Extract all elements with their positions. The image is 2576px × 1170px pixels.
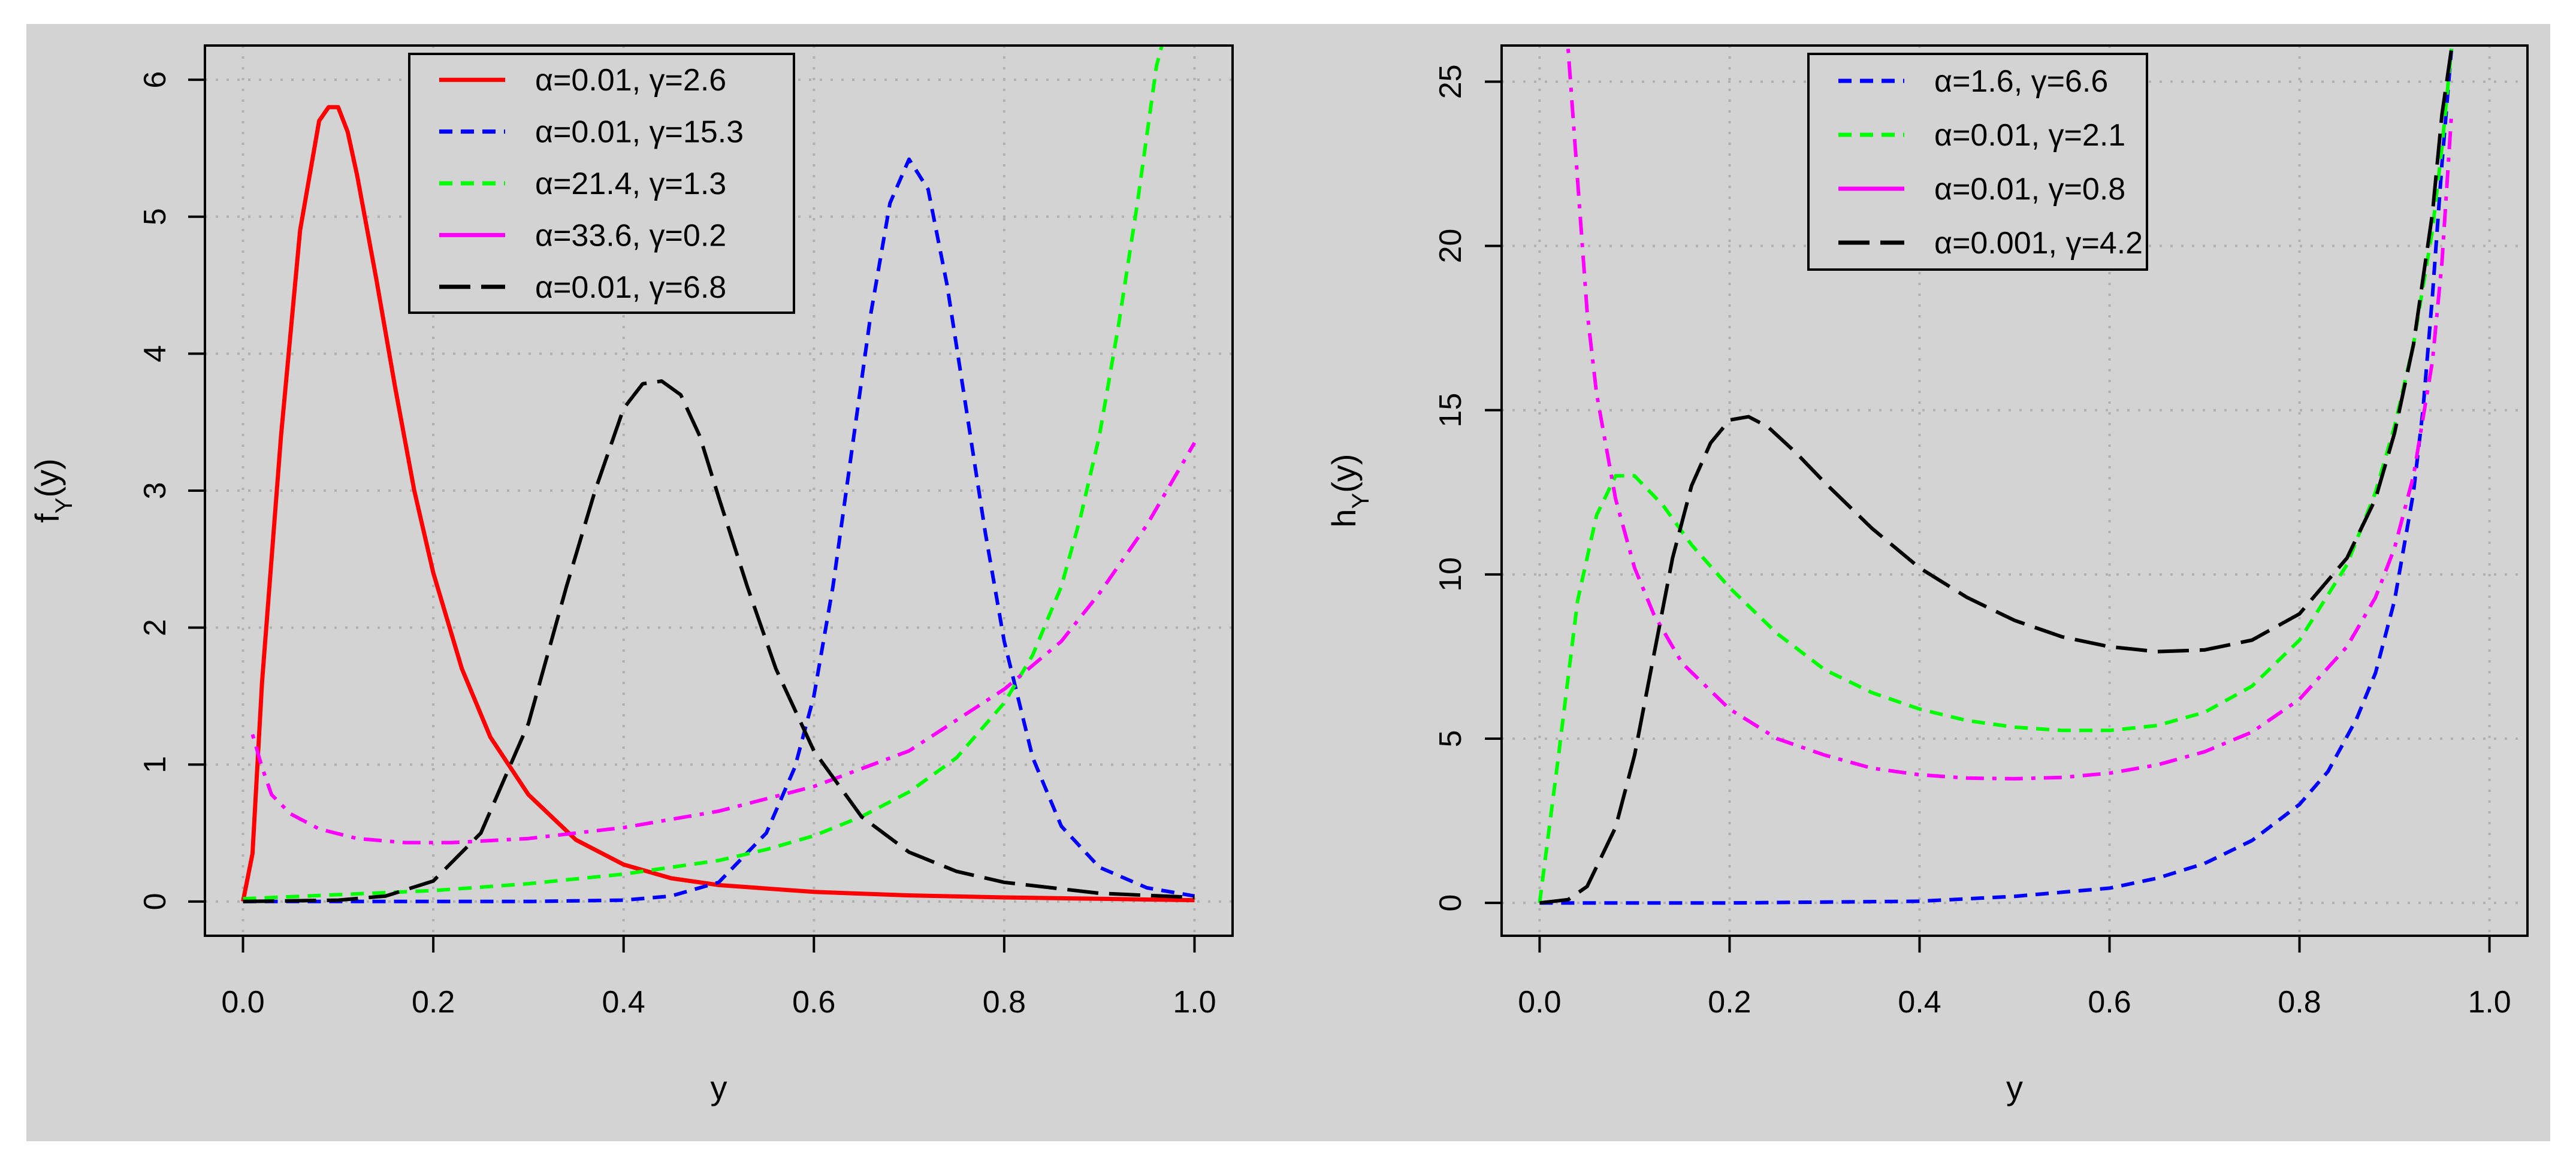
legend-entry-label: α=0.001, γ=4.2 bbox=[1934, 226, 2143, 261]
legend-entry-label: α=33.6, γ=0.2 bbox=[535, 218, 726, 253]
y-tick-label: 20 bbox=[1433, 229, 1468, 264]
series-line bbox=[1566, 49, 2454, 781]
legend-entry-label: α=21.4, γ=1.3 bbox=[535, 167, 726, 201]
figure-background bbox=[26, 24, 2550, 1141]
x-axis-label: y bbox=[2006, 1069, 2023, 1106]
legend-entry-label: α=0.01, γ=0.8 bbox=[1934, 172, 2125, 207]
legend-entry-label: α=0.01, γ=2.6 bbox=[535, 63, 726, 98]
y-axis-label: fY(y) bbox=[28, 458, 77, 523]
y-tick-label: 0 bbox=[1433, 894, 1468, 912]
x-tick-label: 0.0 bbox=[1518, 985, 1561, 1020]
y-tick-label: 25 bbox=[1433, 64, 1468, 99]
legend-entry-label: α=0.01, γ=6.8 bbox=[535, 270, 726, 305]
x-tick-label: 0.6 bbox=[2088, 985, 2131, 1020]
x-tick-label: 1.0 bbox=[2468, 985, 2511, 1020]
y-axis-label: hY(y) bbox=[1325, 454, 1374, 527]
y-tick-label: 10 bbox=[1433, 557, 1468, 592]
x-tick-label: 0.8 bbox=[983, 985, 1026, 1020]
y-tick-label: 5 bbox=[1433, 730, 1468, 748]
legend-entry-label: α=0.01, γ=15.3 bbox=[535, 115, 744, 150]
x-tick-label: 1.0 bbox=[1173, 985, 1216, 1020]
y-tick-label: 15 bbox=[1433, 393, 1468, 428]
y-axis-label-main: h bbox=[1325, 509, 1363, 527]
y-tick-label: 4 bbox=[138, 345, 173, 362]
legend-box bbox=[408, 53, 795, 314]
x-tick-label: 0.6 bbox=[792, 985, 835, 1020]
series-line bbox=[1539, 49, 2454, 905]
x-tick-label: 0.4 bbox=[1898, 985, 1941, 1020]
legend-entry-label: α=1.6, γ=6.6 bbox=[1934, 64, 2108, 99]
x-tick-label: 0.8 bbox=[2278, 985, 2321, 1020]
y-tick-label: 5 bbox=[138, 208, 173, 225]
series-line bbox=[250, 442, 1197, 845]
plot-frame bbox=[1500, 44, 2529, 937]
y-axis-label-sub: Y bbox=[1348, 493, 1374, 509]
y-tick-label: 1 bbox=[138, 756, 173, 773]
x-axis-label: y bbox=[711, 1069, 727, 1106]
series-line bbox=[241, 105, 1195, 903]
series-line bbox=[243, 157, 1195, 903]
y-axis-label-tail: (y) bbox=[1325, 454, 1363, 492]
hazard-panel: 0.0 0.2 0.4 0.6 0.8 1.0 0 5 10 15 20 25 y hY(y) α=1.6,… bbox=[1325, 44, 2529, 1106]
x-tick-label: 0.0 bbox=[221, 985, 264, 1020]
y-axis-label-sub: Y bbox=[51, 498, 77, 514]
density-panel: 0.0 0.2 0.4 0.6 0.8 1.0 0 1 2 3 4 5 6 y fY(y) α=0.01, γ… bbox=[28, 44, 1234, 1106]
legend-box bbox=[1807, 53, 2148, 271]
y-tick-label: 3 bbox=[138, 482, 173, 500]
series-line bbox=[243, 46, 1164, 901]
legend-entry-label: α=0.01, γ=2.1 bbox=[1934, 118, 2125, 153]
series-group bbox=[241, 46, 1197, 903]
y-tick-label: 6 bbox=[138, 71, 173, 89]
x-tick-label: 0.2 bbox=[412, 985, 455, 1020]
y-axis-label-tail: (y) bbox=[28, 458, 66, 497]
series-line bbox=[243, 379, 1195, 903]
x-tick-label: 0.4 bbox=[602, 985, 645, 1020]
y-tick-label: 0 bbox=[138, 893, 173, 910]
x-tick-label: 0.2 bbox=[1708, 985, 1751, 1020]
y-tick-label: 2 bbox=[138, 619, 173, 636]
series-group bbox=[1538, 49, 2454, 905]
y-axis-label-main: f bbox=[28, 513, 66, 523]
